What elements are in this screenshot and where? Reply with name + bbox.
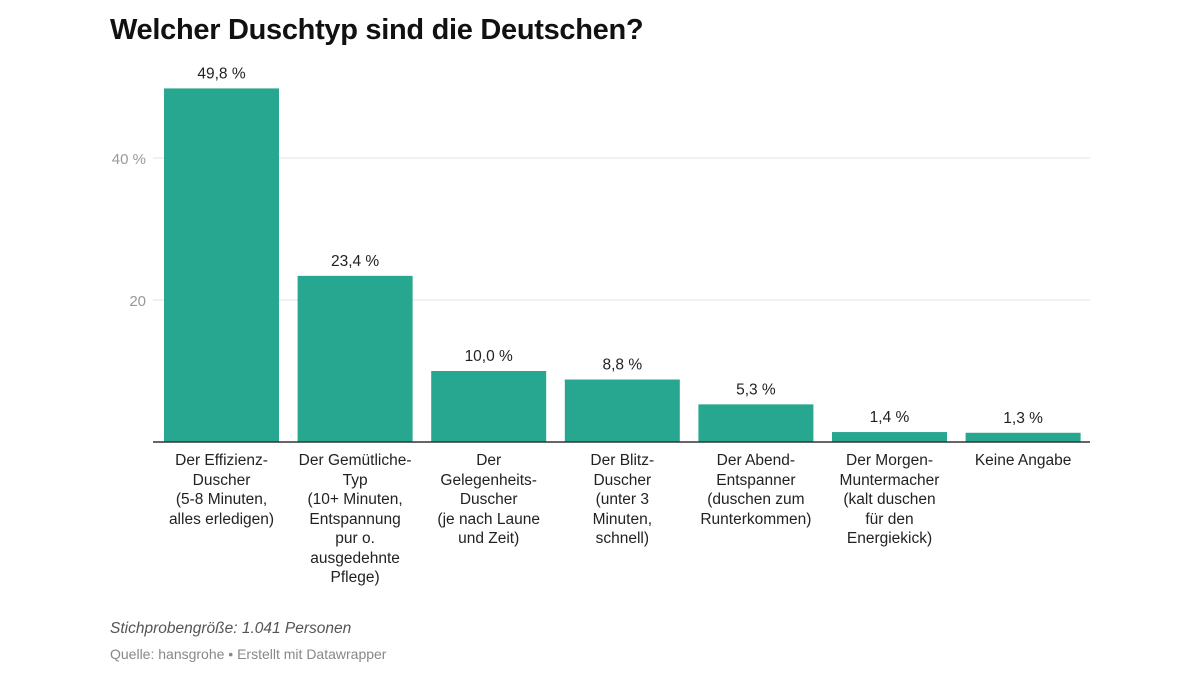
x-tick-label: Der Effizienz- Duscher (5-8 Minuten, all…: [168, 452, 275, 528]
x-tick-label: Der Gemütliche- Typ (10+ Minuten, Entspa…: [298, 452, 412, 586]
data-label: 23,4 %: [331, 253, 379, 270]
data-label: 49,8 %: [197, 65, 245, 82]
x-tick-label: Der Blitz- Duscher (unter 3 Minuten, sch…: [590, 452, 655, 547]
sample-size-note: Stichprobengröße: 1.041 Personen: [110, 620, 352, 637]
data-label: 5,3 %: [736, 381, 776, 398]
data-label: 1,3 %: [1003, 410, 1043, 427]
x-tick-label: Der Abend- Entspanner (duschen zum Runte…: [700, 452, 812, 528]
bar: [965, 432, 1081, 442]
data-label: 10,0 %: [465, 348, 513, 365]
bar: [431, 371, 547, 442]
bar: [164, 88, 279, 443]
y-tick-label: 40 %: [112, 151, 146, 168]
data-label: 1,4 %: [870, 409, 910, 426]
bar: [832, 432, 947, 442]
y-tick-label: 20: [129, 293, 146, 310]
chart-title: Welcher Duschtyp sind die Deutschen?: [110, 14, 644, 46]
bar: [698, 404, 814, 442]
x-tick-label: Der Morgen- Muntermacher (kalt duschen f…: [839, 452, 940, 547]
x-tick-label: Keine Angabe: [974, 452, 1072, 469]
bar: [564, 379, 680, 442]
source-line: Quelle: hansgrohe • Erstellt mit Datawra…: [110, 646, 387, 662]
bar: [297, 275, 413, 442]
data-label: 8,8 %: [602, 357, 642, 374]
x-tick-label: Der Gelegenheits- Duscher (je nach Laune…: [437, 452, 540, 547]
